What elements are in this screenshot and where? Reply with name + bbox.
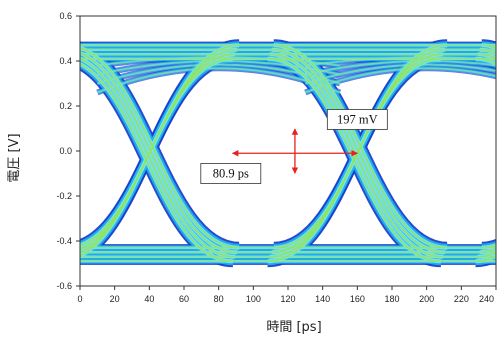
eye-trace-falling [477,53,496,60]
eye-trace-falling [479,45,496,58]
eye-trace-rising [477,251,496,258]
x-axis: 0 20 40 60 80 100 120 140 160 180 200 220 240 [77,286,497,304]
y-axis: 0.6 0.4 0.2 0.0 -0.2 -0.4 -0.6 [56,11,80,291]
x-tick-label: 20 [110,294,120,304]
eye-trace-shoulder [97,60,341,75]
x-tick-label: 60 [179,294,189,304]
eye-trace-shoulder [305,57,496,66]
x-tick-label: 220 [454,294,469,304]
eye-trace-shoulder [97,57,341,66]
x-tick-label: 140 [315,294,330,304]
x-tick-label: 160 [350,294,365,304]
eye-trace-rising [479,242,496,259]
eye-trace-falling [80,47,240,249]
x-tick-label: 240 [479,294,494,304]
y-tick-label: 0.4 [59,56,72,66]
y-tick-label: -0.4 [56,236,72,246]
x-tick-label: 120 [280,294,295,304]
eye-trace-shoulder [305,64,496,84]
x-tick-label: 100 [246,294,261,304]
eye-trace-rising [477,245,496,263]
eye-width-label: 80.9 ps [213,167,249,181]
eye-trace-rising [479,244,496,257]
y-tick-label: 0.2 [59,101,72,111]
eye-trace-falling [479,48,496,55]
eye-trace-shoulder [305,60,496,75]
y-tick-label: -0.6 [56,281,72,291]
eye-trace-falling [477,48,496,66]
x-tick-label: 0 [77,294,82,304]
y-tick-label: -0.2 [56,191,72,201]
eye-trace-falling [477,50,496,63]
eye-height-label: 197 mV [337,113,378,127]
eye-trace-falling [479,43,496,60]
eye-trace-falling [273,44,448,249]
eye-trace-falling [477,52,496,61]
x-tick-label: 80 [214,294,224,304]
x-axis-title: 時間 [ps] [266,320,321,335]
eye-trace-rising [479,247,496,254]
eye-height-label-box [326,109,388,130]
eye-trace-falling [479,47,496,56]
x-tick-label: 200 [419,294,434,304]
eye-trace-rising [479,246,496,255]
x-tick-label: 40 [144,294,154,304]
annotations: 197 mV 80.9 ps [200,109,388,184]
eye-trace-shoulder [97,64,341,84]
eye-trace-rising [477,248,496,261]
y-axis-title: 電圧 [V] [7,133,22,182]
x-tick-label: 180 [384,294,399,304]
eye-width-label-box [200,163,262,184]
eye-trace-rising [477,250,496,259]
y-tick-label: 0.6 [59,11,72,21]
y-tick-label: 0.0 [59,146,72,156]
